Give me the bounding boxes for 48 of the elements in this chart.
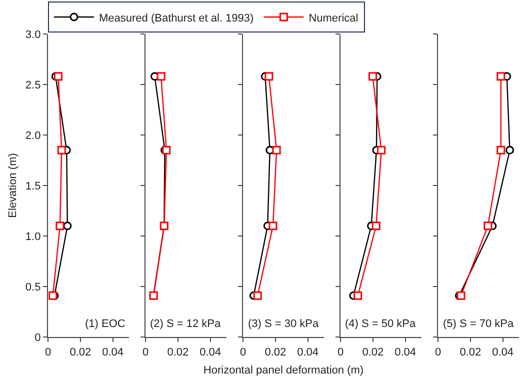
x-tick-label: 0.04 (297, 346, 319, 358)
annotation: (5) S = 70 kPa (443, 318, 514, 330)
x-tick-label: 0.02 (362, 346, 384, 358)
x-tick-label: 0 (240, 346, 246, 358)
x-tick-label: 0 (44, 346, 52, 358)
point (484, 222, 492, 230)
legend-label: Measured (Bathurst et al. 1993) (99, 12, 254, 24)
point (268, 222, 278, 230)
point (156, 72, 166, 81)
point (54, 72, 62, 81)
point (496, 146, 506, 154)
x-axis-title: Horizontal panel deformation (m) (203, 364, 364, 376)
x-tick-label: 0.04 (394, 346, 416, 358)
annotation: (3) S = 30 kPa (248, 318, 320, 330)
y-axis-title: Elevation (m) (7, 153, 20, 218)
point (368, 72, 377, 81)
y-tick-label: 2.0 (25, 130, 41, 142)
annotation: (1) EOC (85, 318, 126, 330)
y-tick-label: 1.5 (25, 180, 41, 192)
y-tick-label: 2.5 (25, 79, 41, 92)
y-tick-label: 3.0 (25, 28, 41, 41)
annotation: (4) S = 50 kPa (345, 318, 416, 330)
x-tick-label: 0.04 (102, 346, 124, 358)
point (377, 146, 386, 154)
annotation: (2) S = 12 kPa (150, 318, 222, 330)
x-tick-label: 0.02 (167, 346, 189, 358)
x-tick-label: 0.02 (264, 346, 286, 358)
point (57, 146, 66, 154)
y-tick-label: 1.0 (25, 230, 41, 243)
point (264, 72, 274, 81)
x-tick-label: 0.02 (460, 346, 482, 358)
y-tick-label: 0 (34, 332, 41, 344)
point (56, 222, 64, 230)
legend-label: Numerical (308, 12, 358, 24)
point (253, 291, 262, 300)
point (506, 146, 514, 154)
point (372, 222, 380, 230)
point (63, 222, 72, 230)
point (272, 146, 281, 154)
x-tick-label: 0 (142, 346, 149, 358)
x-tick-label: 0.02 (70, 346, 92, 358)
x-tick-label: 0.04 (492, 346, 514, 358)
point (354, 291, 362, 300)
x-tick-label: 0.04 (200, 346, 222, 358)
x-tick-label: 0 (434, 346, 442, 358)
y-tick-label: 0.5 (25, 281, 41, 294)
point (496, 72, 506, 81)
x-tick-label: 0 (337, 346, 344, 358)
